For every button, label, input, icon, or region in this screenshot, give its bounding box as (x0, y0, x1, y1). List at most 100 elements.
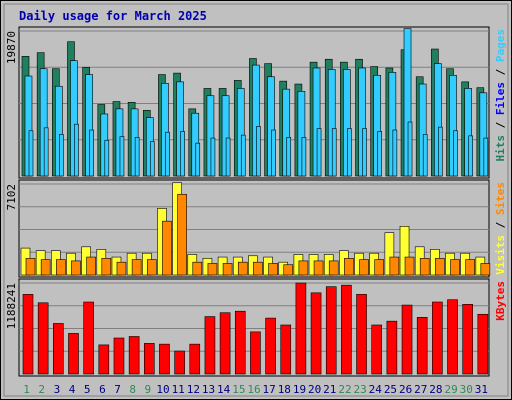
bar-sites-day-13 (207, 263, 218, 276)
day-label-27: 27 (414, 383, 427, 396)
bar-kbytes-day-16 (250, 331, 261, 375)
bar-files-day-26 (403, 28, 412, 177)
bar-kbytes-day-15 (234, 310, 246, 375)
bar-sites-day-30 (465, 259, 475, 276)
bar-files-day-1 (24, 75, 33, 177)
bar-files-day-29 (449, 74, 457, 177)
bar-pages-day-5 (89, 129, 94, 177)
day-label-2: 2 (38, 383, 45, 396)
bar-kbytes-day-7 (113, 337, 125, 375)
day-label-24: 24 (369, 383, 383, 396)
bar-kbytes-day-25 (386, 320, 398, 375)
day-label-7: 7 (114, 383, 121, 396)
bar-pages-day-19 (301, 137, 307, 177)
bar-kbytes-day-26 (401, 304, 413, 375)
bar-files-day-25 (388, 72, 397, 177)
bar-sites-day-27 (419, 258, 430, 276)
day-label-13: 13 (202, 383, 215, 396)
panel-max-label: 19870 (5, 31, 18, 64)
bar-sites-day-12 (192, 261, 203, 276)
day-label-17: 17 (263, 383, 276, 396)
bar-sites-day-24 (374, 259, 385, 276)
bar-kbytes-day-23 (356, 294, 367, 375)
bar-kbytes-day-30 (462, 304, 473, 375)
day-label-22: 22 (338, 383, 351, 396)
bar-sites-day-8 (131, 259, 142, 276)
bar-visits-day-25 (384, 232, 395, 276)
day-label-1: 1 (23, 383, 30, 396)
day-label-26: 26 (399, 383, 412, 396)
bar-files-day-23 (358, 67, 366, 177)
day-label-21: 21 (323, 383, 336, 396)
bar-kbytes-day-10 (159, 343, 170, 375)
bar-pages-day-1 (28, 130, 34, 177)
bar-files-day-3 (55, 85, 63, 177)
bar-pages-day-18 (286, 137, 292, 177)
bar-kbytes-day-14 (219, 312, 231, 375)
bar-sites-day-21 (328, 260, 339, 276)
bar-pages-day-23 (362, 128, 367, 177)
bar-kbytes-day-27 (416, 317, 428, 375)
bar-pages-day-30 (468, 135, 473, 177)
bar-files-day-15 (236, 88, 245, 177)
day-label-20: 20 (308, 383, 321, 396)
legend-item: Sites (494, 182, 507, 215)
bar-sites-day-20 (313, 260, 324, 276)
bar-sites-day-28 (435, 258, 445, 276)
bar-kbytes-day-4 (68, 333, 79, 375)
bar-files-day-27 (418, 83, 427, 177)
bar-sites-day-16 (253, 261, 263, 276)
day-label-14: 14 (217, 383, 231, 396)
bar-files-day-20 (312, 67, 321, 177)
bar-pages-day-8 (134, 137, 140, 177)
bar-kbytes-day-17 (265, 317, 276, 375)
bar-pages-day-2 (43, 127, 49, 177)
legend-separator: / (494, 215, 507, 235)
bar-sites-day-22 (344, 258, 354, 276)
bar-kbytes-day-11 (174, 350, 185, 375)
bar-pages-day-16 (256, 126, 261, 177)
legend-item: KBytes (494, 281, 507, 321)
panel-legend: Hits / Files / Pages (494, 29, 507, 162)
bar-files-day-10 (161, 83, 169, 177)
bar-sites-day-4 (71, 260, 81, 276)
bar-pages-day-26 (407, 121, 413, 177)
bar-pages-day-9 (149, 141, 155, 177)
bar-pages-day-22 (347, 128, 352, 177)
bar-files-day-31 (479, 92, 488, 177)
bar-files-day-19 (297, 91, 306, 177)
bar-kbytes-day-1 (22, 294, 34, 375)
bar-kbytes-day-28 (432, 301, 443, 375)
bar-files-day-24 (373, 74, 382, 177)
bar-sites-day-10 (162, 220, 172, 276)
bar-pages-day-10 (165, 131, 170, 177)
bar-files-day-28 (434, 63, 442, 177)
bar-kbytes-day-22 (341, 284, 352, 375)
bar-kbytes-day-20 (310, 292, 322, 375)
bar-sites-day-1 (25, 258, 36, 276)
bar-pages-day-25 (392, 129, 398, 177)
bar-files-day-22 (343, 69, 351, 177)
bar-pages-day-3 (59, 134, 64, 177)
legend-separator: / (494, 62, 507, 82)
bar-sites-day-2 (40, 259, 51, 276)
bar-pages-day-4 (74, 123, 79, 177)
day-label-9: 9 (145, 383, 152, 396)
bar-files-day-11 (176, 81, 184, 177)
bar-sites-day-5 (86, 256, 96, 276)
bar-files-day-13 (206, 95, 215, 177)
panel-legend: KBytes (494, 281, 507, 321)
day-label-12: 12 (187, 383, 200, 396)
bar-pages-day-12 (195, 142, 201, 177)
day-label-25: 25 (384, 383, 397, 396)
bar-sites-day-3 (56, 259, 66, 276)
bar-kbytes-day-6 (98, 344, 110, 375)
bar-kbytes-day-31 (477, 313, 489, 375)
day-axis-labels: 1 2 3 4 5 6 7 8 9 10 11 12 13 14 15 16 17 18 19 20 21 22 23 24 2… (23, 383, 488, 396)
bar-kbytes-day-13 (204, 316, 216, 375)
panel-legend: Visits / Sites (494, 182, 507, 275)
bar-files-day-18 (282, 88, 291, 177)
bar-kbytes-day-9 (143, 343, 155, 375)
bar-pages-day-13 (210, 137, 216, 177)
